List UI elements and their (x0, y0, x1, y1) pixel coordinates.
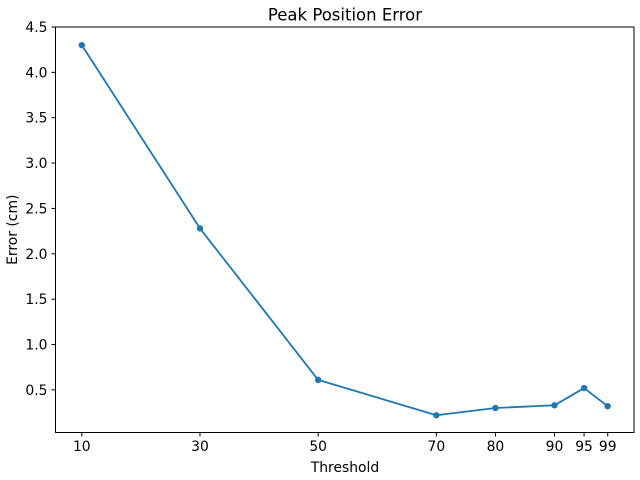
y-axis-ticks: 0.5 1.0 1.5 2.0 2.5 3.0 3.5 4.0 4.5 (25, 20, 56, 399)
y-axis-tick-label: 0.5 (25, 383, 47, 399)
y-axis-tick-label: 4.0 (25, 65, 47, 81)
x-axis-label: Threshold (310, 460, 379, 476)
y-axis-tick-label: 1.0 (25, 338, 47, 354)
y-axis-tick-label: 3.0 (25, 156, 47, 172)
y-axis-label: Error (cm) (5, 195, 21, 265)
x-axis-tick-label: 50 (309, 439, 327, 455)
data-point-marker (314, 376, 322, 384)
y-axis-tick-label: 2.5 (25, 201, 47, 217)
data-point-marker (604, 402, 611, 410)
x-axis-tick-label: 30 (191, 439, 209, 455)
y-axis-tick-label: 4.5 (25, 20, 47, 36)
data-point-marker (551, 402, 558, 409)
chart-title: Peak Position Error (268, 6, 422, 25)
y-axis-tick-label: 3.5 (25, 111, 47, 127)
data-point-marker (433, 412, 440, 419)
data-line (80, 44, 609, 417)
x-axis-tick-label: 99 (599, 439, 617, 455)
x-axis-tick-label: 70 (427, 439, 445, 455)
data-series (78, 41, 611, 419)
data-point-marker (492, 404, 499, 412)
y-axis-tick-label: 2.0 (25, 247, 47, 263)
plot-area-border (55, 26, 635, 433)
data-point-marker (78, 41, 85, 49)
data-point-marker (196, 225, 204, 232)
x-axis-tick-label: 10 (73, 439, 91, 455)
x-axis-tick-label: 80 (487, 439, 505, 455)
x-axis-tick-label: 90 (546, 439, 564, 455)
x-axis-ticks: 10 30 50 70 80 90 95 99 (73, 432, 617, 455)
y-axis-tick-label: 1.5 (25, 292, 47, 308)
data-point-marker (580, 384, 588, 392)
x-axis-tick-label: 95 (575, 439, 593, 455)
